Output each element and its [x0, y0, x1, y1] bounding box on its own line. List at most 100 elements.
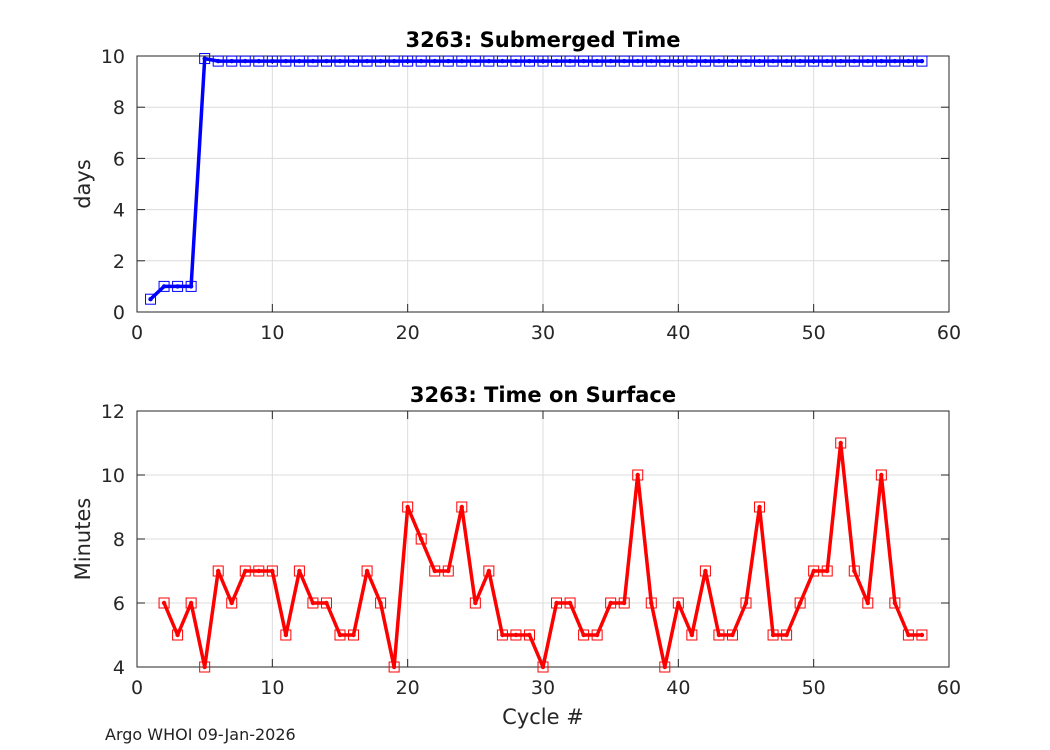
chart-1-data-dot — [770, 58, 776, 64]
footer-text: Argo WHOI 09-Jan-2026 — [105, 725, 296, 744]
chart-1-data-dot — [256, 58, 261, 64]
chart-2-data-point — [672, 597, 684, 609]
chart-2-data-dot — [527, 632, 532, 638]
chart-1-x-tick-label: 50 — [802, 322, 826, 344]
chart-2-data-dot — [567, 600, 573, 606]
chart-2-data-dot — [649, 600, 654, 606]
chart-2-data-point — [158, 597, 170, 609]
chart-2-title: 3263: Time on Surface — [410, 383, 676, 407]
chart-1-data-point — [632, 55, 644, 67]
chart-1-data-dot — [716, 58, 722, 64]
chart-2-data-point — [280, 629, 292, 641]
chart-1-data-dot — [797, 58, 803, 64]
chart-2-data-point — [578, 629, 590, 641]
chart-1-data-point — [429, 55, 441, 67]
chart-1-data-dot — [161, 284, 167, 289]
chart-1-data-point — [578, 55, 590, 67]
chart-1-data-dot — [703, 58, 708, 64]
chart-1-data-point — [808, 55, 820, 67]
chart-2-data-point — [537, 661, 549, 673]
chart-2-data-point — [483, 565, 495, 577]
chart-1-data-dot — [486, 58, 492, 64]
chart-1-data-dot — [188, 284, 194, 289]
chart-1-data-dot — [608, 58, 613, 64]
chart-1-data-point — [767, 55, 779, 67]
chart-1-x-tick-label: 10 — [260, 322, 284, 344]
chart-2-x-tick-label: 40 — [666, 677, 690, 699]
chart-2-data-dot — [337, 632, 343, 638]
chart-1-data-dot — [622, 58, 627, 64]
chart-2-data-point — [821, 565, 833, 577]
chart-2-data-dot — [784, 632, 789, 638]
chart-1-data-point — [483, 55, 495, 67]
chart-1-y-axis-label: days — [71, 159, 95, 209]
chart-1-data-dot — [906, 58, 911, 64]
chart-1-data-point — [334, 55, 346, 67]
chart-2-data-point — [862, 597, 874, 609]
chart-1-data-point — [199, 53, 211, 65]
chart-2-data-point — [713, 629, 725, 641]
chart-2-data-point — [456, 501, 468, 513]
chart-2-data-dot — [229, 600, 234, 606]
chart-1-data-point — [645, 55, 657, 67]
chart-2-data-dot — [879, 472, 884, 478]
chart-1-title: 3263: Submerged Time — [405, 28, 680, 52]
chart-2-data-point — [794, 597, 806, 609]
chart-2-data-point — [334, 629, 346, 641]
chart-1-data-point — [266, 55, 278, 67]
chart-2-data-point — [320, 597, 332, 609]
chart-1-data-dot — [202, 56, 207, 61]
chart-1-data-point — [456, 55, 468, 67]
chart-1-data-point — [415, 55, 427, 67]
chart-2-y-tick-label: 4 — [113, 657, 125, 679]
chart-2-data-dot — [419, 536, 424, 542]
chart-1-data-dot — [419, 58, 424, 64]
chart-1-data-point — [510, 55, 522, 67]
chart-1-data-dot — [811, 58, 816, 64]
chart-2-data-dot — [161, 600, 167, 606]
chart-1-data-dot — [270, 58, 275, 64]
chart-2-data-dot — [324, 600, 329, 606]
chart-1-x-tick-label: 0 — [131, 322, 143, 344]
chart-2-data-dot — [351, 632, 356, 638]
chart-1-data-point — [469, 55, 481, 67]
chart-2-data-dot — [865, 600, 870, 606]
chart-1-data-point — [916, 55, 928, 67]
chart-2-data-point — [266, 565, 278, 577]
chart-1-data-point — [672, 55, 684, 67]
chart-1-data-dot — [879, 58, 884, 64]
chart-2-data-point — [442, 565, 454, 577]
chart-2-data-point — [415, 533, 427, 545]
chart-2-data-dot — [202, 664, 207, 670]
chart-1-data-point — [699, 55, 711, 67]
chart-2-data-point — [699, 565, 711, 577]
chart-1-data-dot — [175, 284, 180, 289]
chart-2-data-dot — [405, 504, 410, 510]
chart-2-y-tick-label: 10 — [101, 465, 125, 487]
chart-1-data-dot — [540, 58, 546, 64]
chart-1-x-tick-label: 60 — [937, 322, 961, 344]
chart-1-y-tick-label: 6 — [113, 148, 125, 170]
chart-2-data-dot — [892, 600, 898, 606]
chart-1-data-dot — [567, 58, 573, 64]
chart-1-data-point — [442, 55, 454, 67]
chart-2-x-tick-label: 30 — [531, 677, 555, 699]
chart-1-data-point — [239, 55, 251, 67]
chart-2-data-point — [253, 565, 265, 577]
chart-1-data-dot — [838, 58, 843, 64]
chart-1-x-tick-label: 30 — [531, 322, 555, 344]
chart-2-data-point — [781, 629, 793, 641]
chart-2-data-dot — [310, 600, 316, 606]
chart-1-data-point — [320, 55, 332, 67]
chart-1-data-point — [402, 55, 414, 67]
chart-2-data-point — [659, 661, 671, 673]
chart-2-data-dot — [378, 600, 383, 606]
chart-1-data-point — [307, 55, 319, 67]
chart-2-x-tick-label: 0 — [131, 677, 143, 699]
chart-2-data-dot — [446, 568, 451, 574]
chart-2-data-point — [496, 629, 508, 641]
chart-1-data-dot — [594, 58, 600, 64]
chart-2-data-point — [523, 629, 535, 641]
chart-2-x-tick-label: 50 — [802, 677, 826, 699]
